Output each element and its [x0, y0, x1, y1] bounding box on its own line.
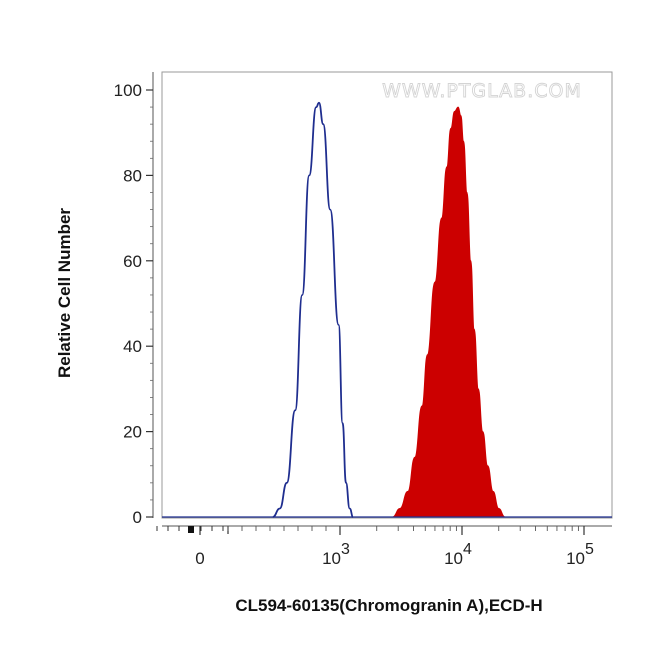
y-axis: 0 20 40 60 80 100 [114, 72, 154, 527]
y-tick-label: 80 [123, 166, 142, 185]
x-tick-exponent: 5 [585, 541, 594, 558]
x-tick-exponent: 4 [463, 541, 472, 558]
x-zero-marker [188, 526, 194, 533]
plot-frame [161, 71, 613, 519]
y-tick-label: 60 [123, 252, 142, 271]
x-axis: 0 103 104 105 [156, 525, 612, 568]
x-tick-exponent: 3 [341, 541, 350, 558]
histogram-filled-series [392, 106, 506, 518]
histogram-outline-series [272, 101, 354, 518]
x-tick-label: 105 [566, 541, 594, 568]
y-tick-label: 40 [123, 337, 142, 356]
x-axis-title: CL594-60135(Chromogranin A),ECD-H [235, 596, 542, 615]
watermark: WWW.PTGLAB.COM [382, 80, 582, 102]
y-tick-label: 0 [133, 508, 142, 527]
x-tick-label: 0 [195, 549, 204, 568]
y-axis-title: Relative Cell Number [55, 208, 74, 378]
y-tick-label: 20 [123, 423, 142, 442]
x-tick-label: 103 [322, 541, 350, 568]
y-tick-label: 100 [114, 81, 142, 100]
series-layer [162, 101, 612, 518]
x-tick-label: 104 [444, 541, 472, 568]
